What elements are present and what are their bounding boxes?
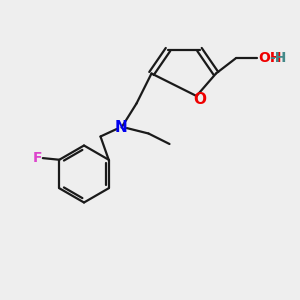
Text: OH: OH: [258, 51, 281, 65]
Text: N: N: [115, 120, 128, 135]
Text: O: O: [193, 92, 206, 107]
Text: -H: -H: [270, 51, 287, 65]
Text: F: F: [33, 151, 42, 165]
